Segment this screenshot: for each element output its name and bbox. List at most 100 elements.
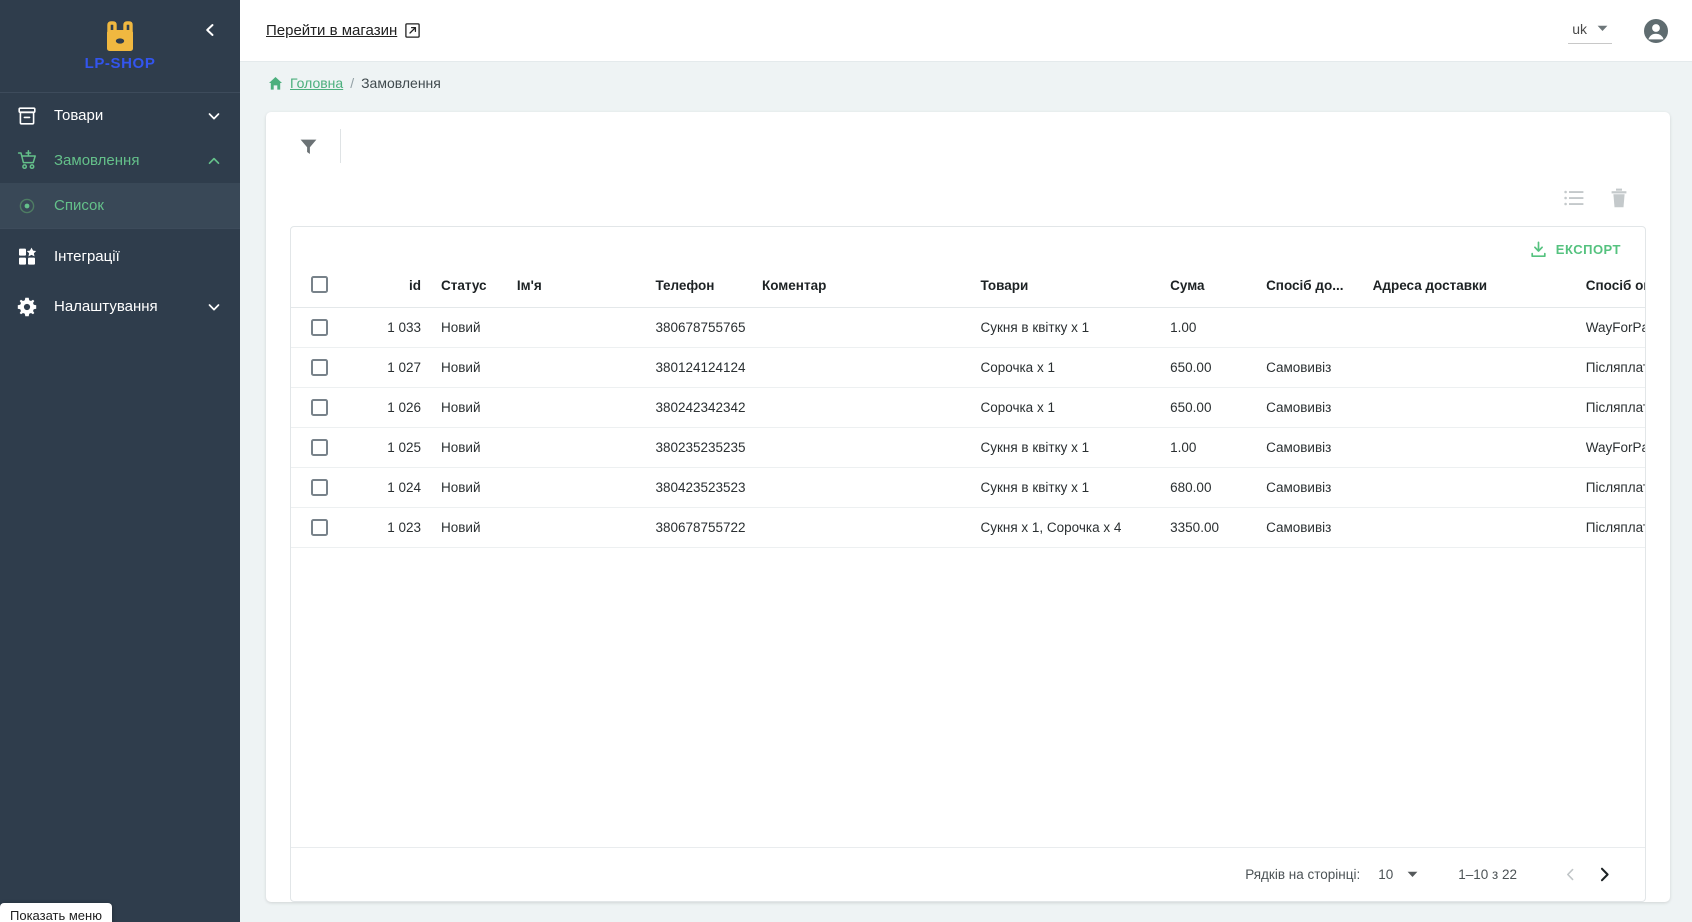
- sidebar-subitem-list[interactable]: Список: [0, 183, 240, 228]
- chevron-up-icon: [206, 153, 222, 169]
- content-card: ЕКСПОРТ id Статус Ім'я: [266, 112, 1670, 902]
- row-checkbox[interactable]: [311, 478, 328, 496]
- cell-delivery: Самовивіз: [1266, 507, 1373, 548]
- cell-select: [291, 387, 347, 428]
- cell-comment: [762, 507, 981, 548]
- sidebar-item-settings[interactable]: Налаштування: [0, 284, 240, 329]
- delete-button[interactable]: [1610, 188, 1628, 208]
- cell-name: [516, 547, 656, 559]
- th-address[interactable]: Адреса доставки: [1372, 271, 1586, 308]
- table-empty-space: [291, 559, 1645, 847]
- table-row[interactable]: 1 027 Новий 380124124124 Сорочка x 1 650.00 С…: [291, 347, 1645, 388]
- sidebar-item-label: Інтеграції: [54, 248, 120, 265]
- th-id[interactable]: id: [346, 271, 421, 308]
- table-row[interactable]: 1 024 Новий 380423523523 Сукня в квітку x 1…: [291, 467, 1645, 508]
- cell-id: 1 022: [346, 547, 421, 559]
- row-checkbox[interactable]: [311, 398, 328, 416]
- cell-goods: Сукня в квітку x 1: [980, 547, 1171, 559]
- th-sum[interactable]: Сума: [1170, 271, 1267, 308]
- export-label: ЕКСПОРТ: [1555, 241, 1621, 257]
- sidebar-collapse-button[interactable]: [196, 16, 224, 44]
- th-comment[interactable]: Коментар: [762, 271, 981, 308]
- bulk-action-row: [266, 180, 1670, 216]
- cell-goods: Сорочка x 1: [980, 387, 1171, 428]
- brand-name: LP-SHOP: [84, 54, 156, 72]
- table-row[interactable]: 1 022Новий 380678755765 Сукня в квітку x 1…: [291, 547, 1645, 559]
- show-menu-tooltip: Показать меню: [0, 903, 112, 922]
- chevron-left-icon: [206, 24, 214, 36]
- cell-sum: 680.00: [1170, 467, 1267, 508]
- language-select[interactable]: uk: [1568, 18, 1612, 44]
- cell-comment: [762, 427, 981, 468]
- cell-sum: 1.00: [1170, 307, 1267, 348]
- breadcrumb: Головна / Замовлення: [240, 62, 1692, 104]
- table-row[interactable]: 1 023 Новий 380678755722 Сукня x 1, Сорочка…: [291, 507, 1645, 548]
- th-goods[interactable]: Товари: [980, 271, 1171, 308]
- cell-name: [516, 507, 656, 548]
- th-name[interactable]: Ім'я: [516, 271, 656, 308]
- cell-status: Новий: [421, 547, 517, 559]
- breadcrumb-home-link[interactable]: Головна: [290, 75, 344, 91]
- cell-delivery: Самовивіз: [1266, 387, 1373, 428]
- brand: LP-SHOP: [84, 20, 156, 72]
- orders-table: id Статус Ім'я Телефон Коментар Товари С…: [291, 271, 1645, 559]
- filter-button[interactable]: [290, 128, 326, 164]
- table-row[interactable]: 1 026 Новий 380242342342 Сорочка x 1 650.00 С…: [291, 387, 1645, 428]
- cell-name: [516, 467, 656, 508]
- filter-toolbar: [266, 112, 1670, 180]
- cell-sum: 650.00: [1170, 387, 1267, 428]
- account-circle-icon: [1644, 18, 1668, 43]
- list-view-button[interactable]: [1564, 190, 1584, 206]
- filter-icon: [300, 139, 316, 154]
- th-payment[interactable]: Спосіб оп...: [1585, 271, 1645, 308]
- breadcrumb-separator: /: [350, 75, 355, 91]
- cell-name: [516, 387, 656, 428]
- sidebar-divider: [0, 92, 240, 93]
- row-checkbox[interactable]: [311, 358, 328, 376]
- cell-name: [516, 347, 656, 388]
- cell-address: [1372, 467, 1586, 508]
- next-page-button[interactable]: [1587, 858, 1621, 892]
- go-to-shop-link[interactable]: Перейти в магазин: [266, 22, 420, 39]
- th-delivery[interactable]: Спосіб до...: [1266, 271, 1373, 308]
- th-status[interactable]: Статус: [421, 271, 517, 308]
- cell-id: 1 023: [346, 507, 421, 548]
- orders-table-scroll[interactable]: id Статус Ім'я Телефон Коментар Товари С…: [291, 271, 1645, 559]
- chevron-left-icon: [1566, 868, 1573, 881]
- prev-page-button[interactable]: [1553, 858, 1587, 892]
- trash-icon: [1611, 188, 1627, 208]
- sidebar-item-label: Замовлення: [54, 152, 140, 169]
- cell-comment: [762, 387, 981, 428]
- cell-comment: [762, 467, 981, 508]
- row-checkbox[interactable]: [311, 558, 328, 559]
- row-checkbox[interactable]: [311, 438, 328, 456]
- cell-phone: 380423523523: [655, 467, 762, 508]
- go-to-shop-label: Перейти в магазин: [266, 22, 398, 39]
- cell-goods: Сорочка x 1: [980, 347, 1171, 388]
- account-button[interactable]: [1642, 17, 1670, 45]
- rows-per-page-select[interactable]: 10: [1378, 867, 1418, 882]
- cell-select: [291, 347, 347, 388]
- sidebar-header: LP-SHOP: [0, 0, 240, 92]
- table-row[interactable]: 1 033 Новий 380678755765 Сукня в квітку x 1…: [291, 307, 1645, 348]
- sidebar-item-integrations[interactable]: Інтеграції: [0, 234, 240, 279]
- cell-select: [291, 507, 347, 548]
- cell-phone: 380235235235: [655, 427, 762, 468]
- row-checkbox[interactable]: [311, 318, 328, 336]
- home-icon: [269, 76, 282, 90]
- orders-table-head: id Статус Ім'я Телефон Коментар Товари С…: [291, 271, 1645, 308]
- sidebar-item-orders[interactable]: Замовлення: [0, 138, 240, 183]
- export-button[interactable]: ЕКСПОРТ: [1530, 241, 1621, 258]
- row-checkbox[interactable]: [311, 518, 328, 536]
- cell-phone: 380678755722: [655, 507, 762, 548]
- cell-address: [1372, 507, 1586, 548]
- external-link-icon: [405, 23, 420, 38]
- cell-sum: 680.00: [1170, 547, 1267, 559]
- th-phone[interactable]: Телефон: [655, 271, 762, 308]
- table-row[interactable]: 1 025 Новий 380235235235 Сукня в квітку x 1…: [291, 427, 1645, 468]
- cell-comment: [762, 347, 981, 388]
- sidebar-item-products[interactable]: Товари: [0, 93, 240, 138]
- cell-sum: 3350.00: [1170, 507, 1267, 548]
- select-all-checkbox[interactable]: [311, 275, 328, 293]
